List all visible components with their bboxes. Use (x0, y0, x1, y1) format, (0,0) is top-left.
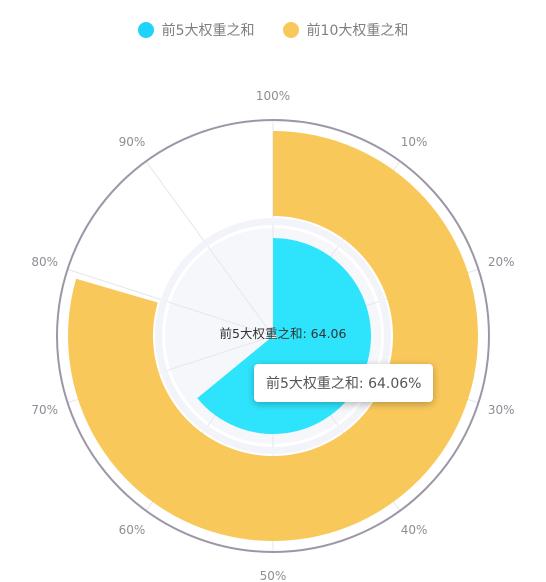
tick-label: 70% (31, 403, 58, 417)
tick-label: 50% (260, 569, 287, 582)
center-marker (268, 331, 278, 341)
tick-label: 20% (488, 255, 515, 269)
radial-grid-line (145, 160, 274, 337)
radial-grid-line (67, 268, 274, 337)
tick-label: 80% (31, 255, 58, 269)
legend-marker-top5 (137, 22, 154, 38)
legend-marker-top10 (282, 22, 299, 38)
tick-label: 40% (401, 523, 428, 537)
angle-axis-line (56, 119, 490, 553)
tick-label: 10% (401, 135, 428, 149)
bar-top10[interactable] (67, 131, 478, 541)
tick-label: 90% (119, 135, 146, 149)
axis-layer (56, 119, 490, 553)
tick-label: 100% (256, 89, 290, 103)
center-label: 前5大权重之和: 64.06 (220, 326, 347, 341)
tick-label-layer: 10% 20% 30% 40% 50% 60% 70% 80% 90% 100% (31, 89, 514, 582)
legend-label-top5: 前5大权重之和 (161, 23, 255, 39)
legend-item-top5[interactable]: 前5大权重之和 (137, 20, 255, 40)
tick-label: 60% (119, 523, 146, 537)
legend-item-top10[interactable]: 前10大权重之和 (282, 20, 409, 40)
tick-label: 30% (488, 403, 515, 417)
tooltip: 前5大权重之和: 64.06% (254, 364, 434, 402)
legend-label-top10: 前10大权重之和 (306, 23, 409, 39)
legend: 前5大权重之和 前10大权重之和 (0, 18, 546, 42)
